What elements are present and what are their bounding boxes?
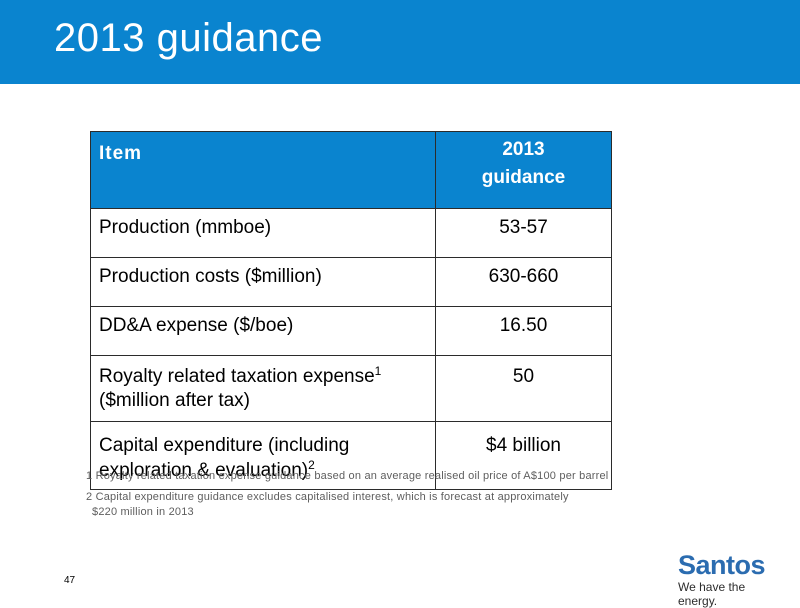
column-header-guidance: guidance — [481, 167, 566, 188]
row-item: Royalty related taxation expense1 ($mill… — [90, 355, 436, 422]
footnote-ref-1: 1 — [374, 364, 382, 378]
row-item-line1: Royalty related taxation expense — [99, 366, 375, 387]
logo-wordmark: Santos — [678, 550, 766, 580]
table-row: Royalty related taxation expense1 ($mill… — [90, 355, 612, 422]
footnote-2: 2 Capital expenditure guidance excludes … — [86, 490, 686, 520]
page-title: 2013 guidance — [54, 16, 323, 60]
column-header-item: Item — [90, 131, 436, 209]
row-value: 16.50 — [435, 306, 612, 356]
row-item: Production (mmboe) — [90, 208, 436, 258]
table-row: Capital expenditure (including explorati… — [90, 421, 612, 490]
row-item: Production costs ($million) — [90, 257, 436, 307]
table-row: DD&A expense ($/boe) 16.50 — [90, 306, 612, 356]
row-item-line2: ($million after tax) — [99, 390, 250, 411]
row-value: $4 billion — [435, 421, 612, 490]
footnote-1: 1 Royalty related taxation expense guida… — [86, 470, 609, 482]
guidance-table: Item 2013 guidance Production (mmboe) 53… — [90, 131, 612, 490]
row-item-line1: Capital expenditure (including — [99, 435, 350, 456]
footnote-2-line1: 2 Capital expenditure guidance excludes … — [86, 491, 569, 503]
row-value: 50 — [435, 355, 612, 422]
row-item: Capital expenditure (including explorati… — [90, 421, 436, 490]
table-row: Production (mmboe) 53-57 — [90, 208, 612, 258]
title-bar: 2013 guidance — [0, 0, 800, 84]
table-row: Production costs ($million) 630-660 — [90, 257, 612, 307]
logo-tagline: We have the energy. — [678, 580, 746, 608]
row-item: DD&A expense ($/boe) — [90, 306, 436, 356]
row-value: 53-57 — [435, 208, 612, 258]
footnotes: 1 Royalty related taxation expense guida… — [86, 470, 686, 520]
row-value: 630-660 — [435, 257, 612, 307]
column-header-year: 2013 — [502, 139, 545, 160]
footnote-ref-2: 2 — [308, 458, 315, 472]
row-item-line2: exploration & evaluation) — [99, 460, 309, 481]
column-header-2013-guidance: 2013 guidance — [435, 131, 612, 209]
page-number: 47 — [64, 575, 76, 586]
footnote-2-line2: $220 million in 2013 — [92, 506, 194, 518]
table-header-row: Item 2013 guidance — [90, 131, 612, 209]
